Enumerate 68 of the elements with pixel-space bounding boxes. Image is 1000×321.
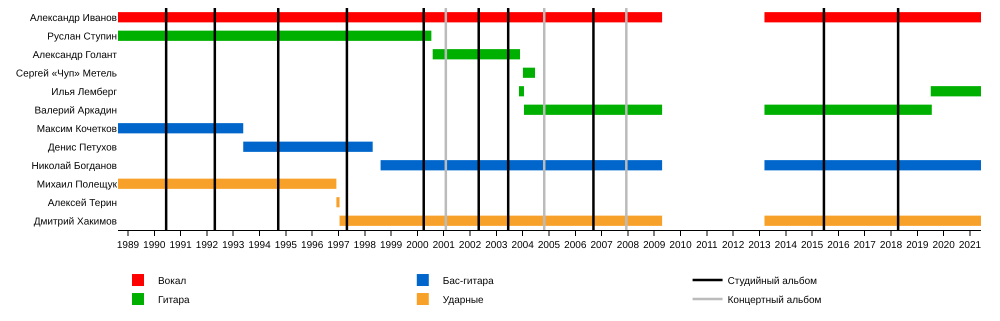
y-tick-label: Илья Лемберг (51, 86, 118, 98)
bar (340, 216, 662, 226)
y-tick-label: Валерий Аркадин (34, 105, 117, 116)
bar (118, 178, 336, 189)
x-tick-label: 2002 (458, 240, 482, 251)
x-tick-label: 2020 (932, 240, 956, 251)
bar (764, 216, 981, 226)
x-tick-label: 2017 (854, 240, 876, 251)
bar (118, 30, 432, 41)
y-tick-label: Александр Голант (32, 50, 118, 61)
legend-label: Гитара (158, 294, 190, 306)
x-tick-label: 1992 (196, 240, 218, 251)
bar (243, 142, 373, 152)
bar (764, 160, 981, 170)
bar (930, 86, 981, 96)
x-tick-label: 1998 (354, 240, 376, 251)
x-tick-label: 2011 (696, 240, 718, 251)
x-tick-label: 1994 (248, 240, 272, 251)
x-tick-label: 2012 (722, 240, 745, 251)
bar (432, 49, 520, 60)
bar (764, 12, 981, 22)
legend-label: Бас-гитара (442, 276, 494, 287)
x-tick-label: 1993 (222, 240, 245, 251)
y-tick-label: Николай Богданов (31, 160, 117, 172)
x-tick-label: 2000 (406, 240, 429, 251)
legend-label: Ударные (442, 294, 484, 306)
x-tick-label: 1995 (274, 240, 298, 251)
bar (524, 104, 662, 115)
y-tick-label: Дмитрий Хакимов (34, 216, 117, 228)
y-tick-label: Максим Кочетков (36, 124, 117, 135)
x-tick-label: 2013 (748, 240, 772, 251)
y-tick-label: Сергей «Чуп» Метель (16, 68, 117, 80)
x-tick-label: 2001 (432, 240, 456, 251)
bar (518, 86, 524, 96)
x-tick-label: 1991 (169, 240, 192, 251)
x-tick-label: 2014 (774, 240, 798, 251)
legend-label: Вокал (158, 276, 186, 287)
y-tick-label: Алексей Терин (48, 198, 117, 209)
x-tick-label: 2004 (512, 240, 534, 251)
bar (522, 68, 536, 78)
x-tick-label: 1997 (327, 240, 350, 251)
x-tick-label: 2021 (958, 240, 982, 251)
y-tick-label: Александр Иванов (30, 12, 117, 24)
text: Концертный альбом (728, 294, 822, 306)
x-tick-label: 1996 (301, 240, 324, 251)
bar (380, 160, 662, 170)
bar (336, 197, 340, 208)
x-tick-label: 2007 (590, 240, 614, 251)
x-tick-label: 2015 (800, 240, 824, 251)
x-tick-label: 2003 (485, 240, 508, 251)
y-tick-label: Михаил Полещук (36, 179, 118, 190)
y-tick-label: Руслан Ступин (47, 31, 117, 42)
x-tick-label: 2018 (880, 240, 903, 251)
y-tick-label: Денис Петухов (48, 142, 117, 154)
x-tick-label: 1989 (116, 240, 140, 251)
x-tick-label: 2005 (538, 240, 561, 251)
x-tick-label: 1999 (380, 240, 403, 251)
x-tick-label: 2008 (616, 240, 640, 251)
x-tick-label: 2019 (906, 240, 929, 251)
bar (118, 123, 244, 134)
x-tick-label: 2010 (669, 240, 692, 251)
text: Студийный альбом (728, 276, 818, 287)
x-tick-label: 2006 (564, 240, 587, 251)
bar (764, 104, 932, 115)
bar (118, 12, 662, 22)
x-tick-label: 2016 (827, 240, 850, 251)
x-tick-label: 1990 (143, 240, 166, 251)
x-tick-label: 2009 (643, 240, 666, 251)
